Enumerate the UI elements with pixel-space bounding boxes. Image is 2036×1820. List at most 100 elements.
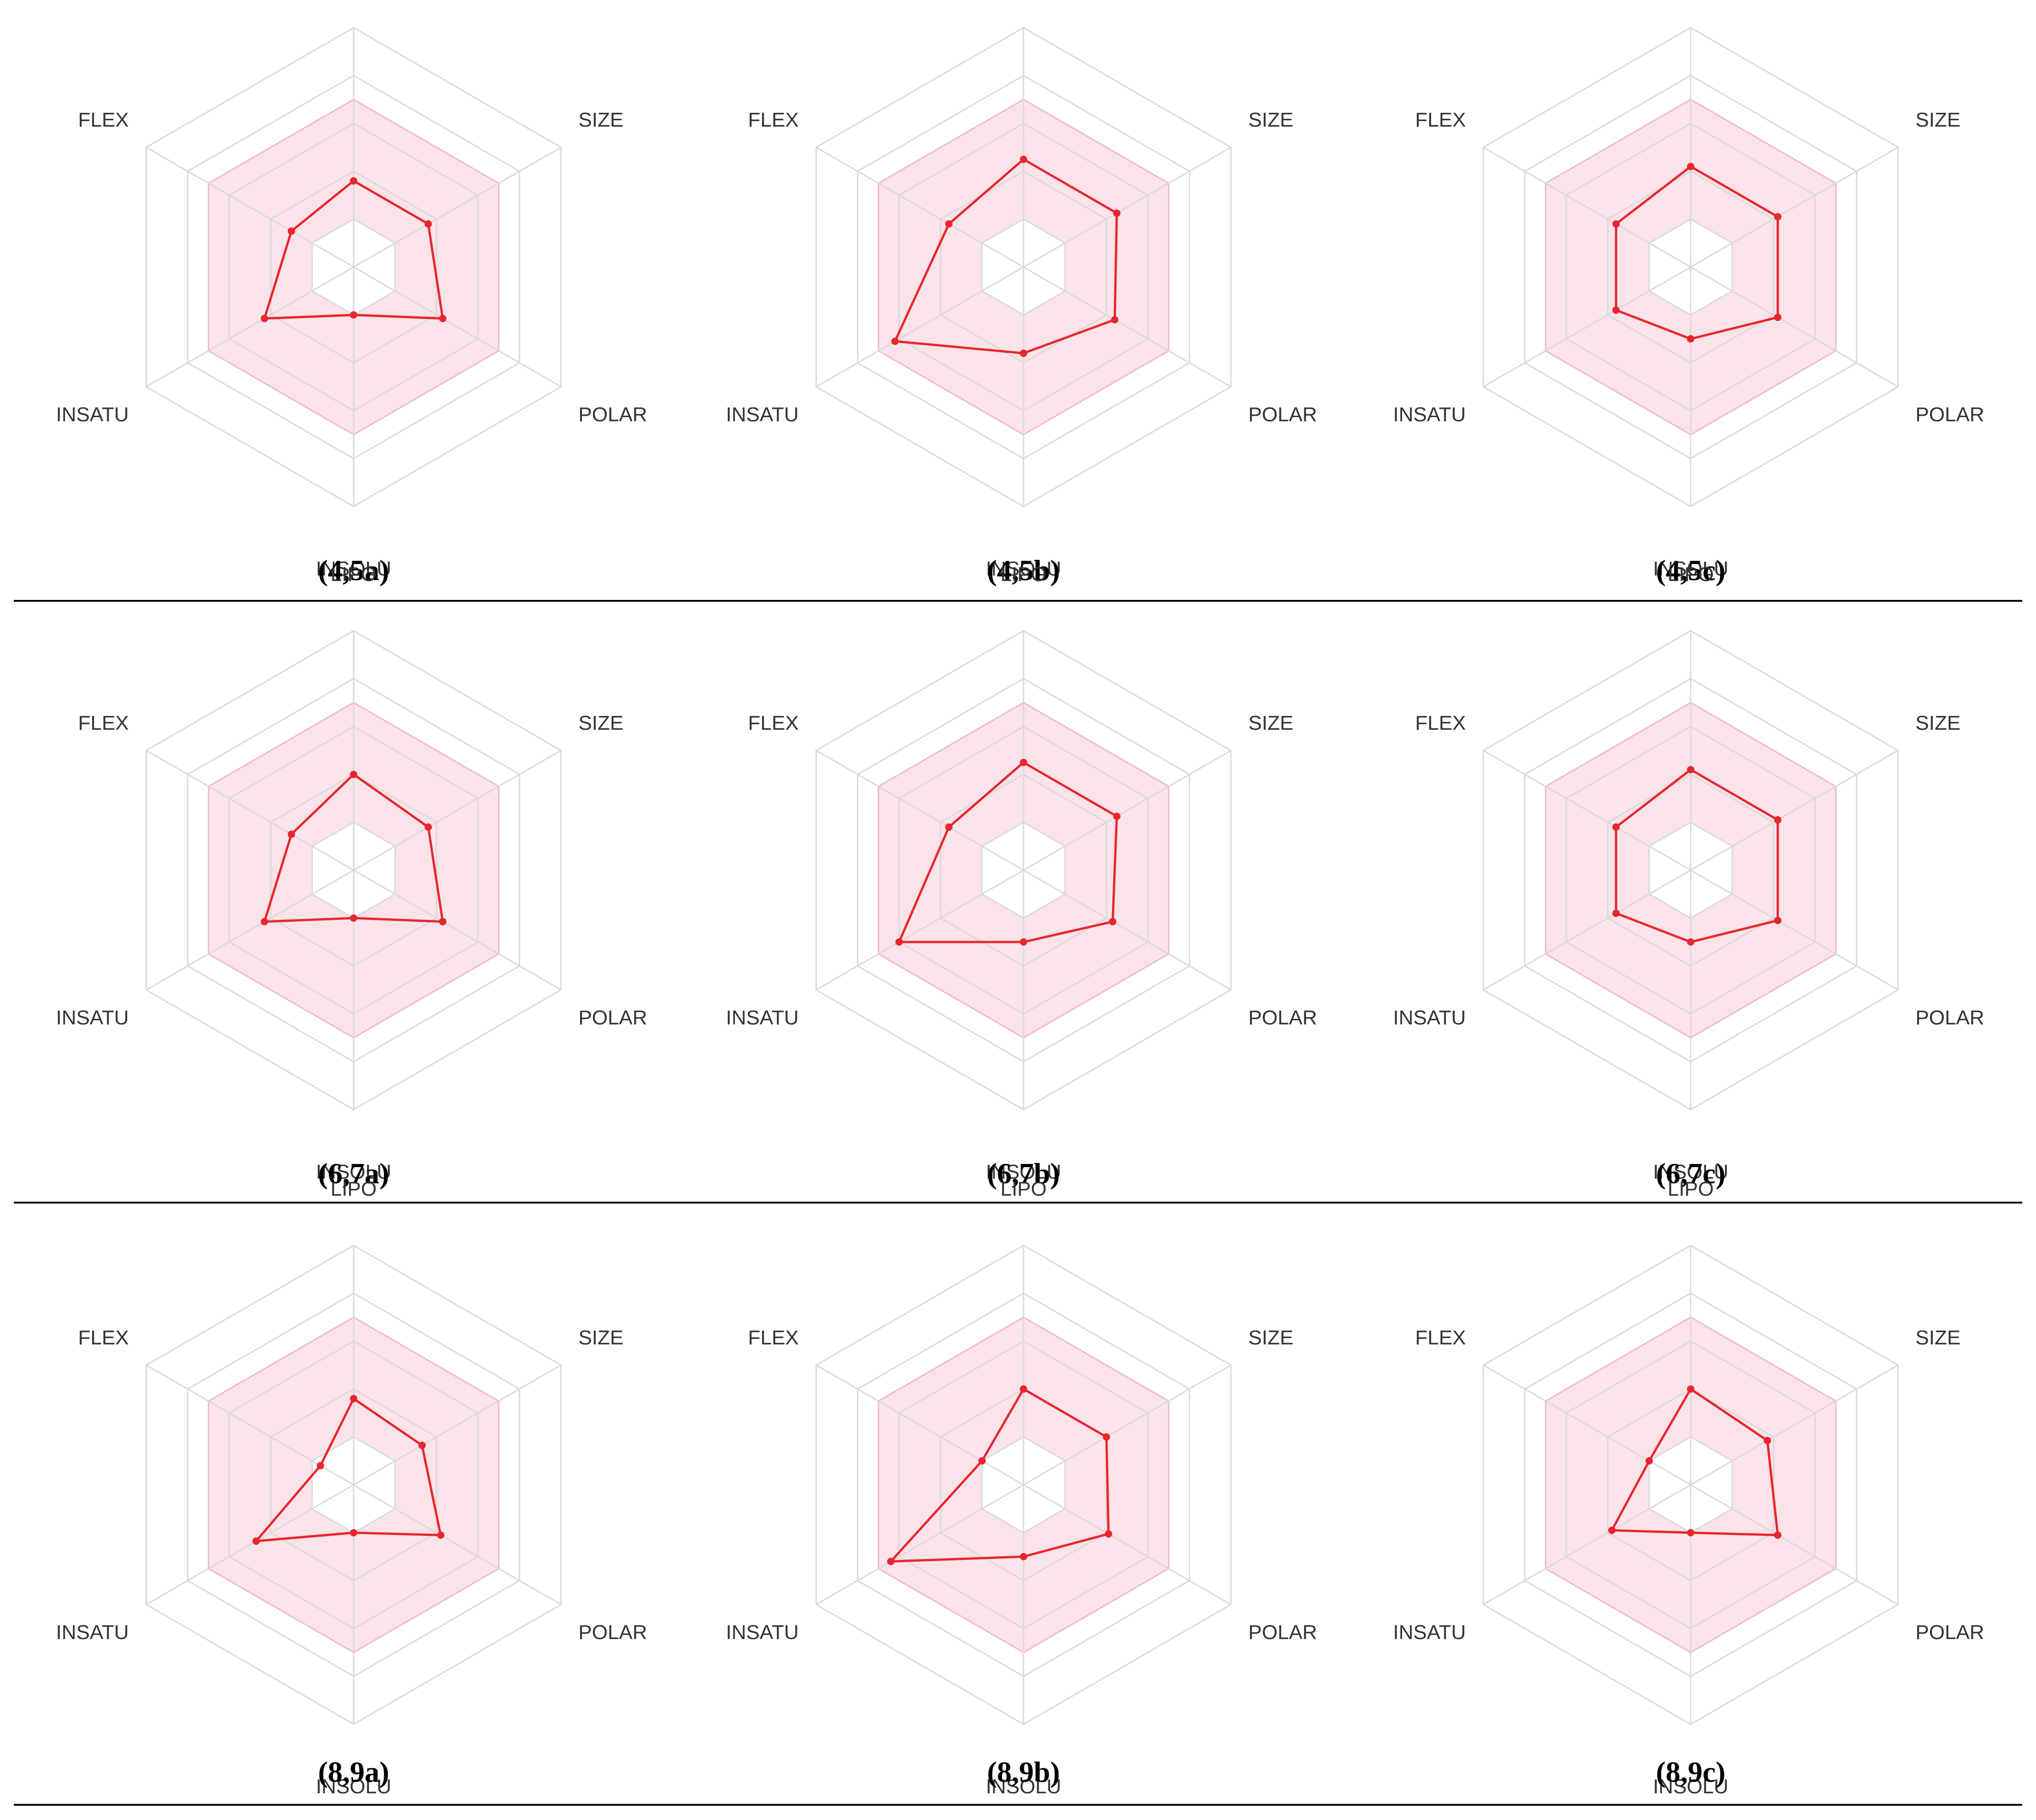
data-point-size [425,823,432,831]
data-point-size [1103,1433,1111,1441]
axis-label-insatu: INSATU [56,1006,129,1029]
axis-spoke [1023,1364,1232,1486]
data-point-size [1774,213,1782,221]
data-point-flex [945,823,953,831]
panel-caption: (8,9a) [318,1756,390,1788]
axis-label-flex: FLEX [748,1326,799,1349]
axis-label-lipo: LIPO [1668,563,1714,586]
axis-label-polar: POLAR [1915,1006,1984,1029]
optimal-range-band [878,99,1169,435]
data-point-size [425,220,432,228]
optimal-range-band [1545,1317,1836,1652]
axis-spoke [1690,266,1899,388]
axis-label-insolu: INSOLU [316,1775,391,1798]
radar-panel: LIPO SIZE POLAR INSOLU INSATU FLEX (4,5c) [1393,27,1984,587]
data-point-polar [437,1531,445,1539]
data-point-insatu [887,1558,895,1565]
axis-label-polar: POLAR [1915,403,1984,426]
axis-label-flex: FLEX [78,109,129,131]
axis-label-lipo: LIPO [1668,1178,1714,1200]
data-point-polar [1111,316,1119,324]
axis-spoke [1023,1484,1232,1605]
data-point-size [1774,816,1782,824]
panel-caption: (4,5b) [987,554,1060,587]
data-point-flex [1612,220,1620,228]
data-point-flex [316,1462,324,1470]
axis-label-insatu: INSATU [726,403,799,426]
optimal-range-band [878,703,1169,1038]
data-point-flex [287,227,295,235]
data-point-polar [1774,314,1782,321]
data-point-size [1763,1436,1771,1444]
data-point-insatu [895,938,903,946]
axis-spoke [145,750,354,871]
axis-spoke [353,146,562,268]
radar-panel: LIPO SIZE POLAR INSOLU INSATU FLEX (4,5b) [726,27,1317,587]
data-point-insatu [891,337,899,345]
axis-label-lipo: LIPO [1001,1178,1047,1200]
data-point-lipo [350,1395,357,1402]
data-point-insatu [252,1537,260,1545]
data-point-lipo [1687,1385,1694,1393]
axis-spoke [1690,750,1899,871]
axis-label-insolu: INSOLU [1653,1161,1728,1183]
axis-spoke [1483,1364,1691,1486]
optimal-range-band [878,1317,1169,1652]
data-point-insolu [1020,938,1027,946]
axis-spoke [815,146,1024,268]
data-point-lipo [1020,156,1027,163]
axis-spoke [815,266,1024,388]
radar-panel: LIPO SIZE POLAR INSOLU INSATU FLEX (6,7a) [56,563,647,1190]
axis-spoke [815,1364,1024,1486]
data-point-insolu [1687,1529,1694,1536]
axis-label-lipo: LIPO [1001,563,1047,586]
data-point-insolu [1020,1553,1027,1560]
data-point-insatu [1612,909,1620,917]
axis-spoke [1690,869,1899,991]
axis-spoke [1483,1484,1691,1605]
axis-spoke [353,869,562,991]
panel-caption: (6,7c) [1656,1157,1725,1190]
data-point-polar [1774,1531,1782,1539]
data-point-lipo [350,177,357,185]
axis-label-insolu: INSOLU [986,1775,1061,1798]
data-point-polar [439,918,447,925]
data-point-polar [1109,918,1117,925]
axis-label-insatu: INSATU [726,1006,799,1029]
radar-panel: LIPO SIZE POLAR INSOLU INSATU FLEX (8,9b) [726,1178,1317,1798]
data-point-flex [945,220,953,228]
panel-caption: (4,5c) [1656,554,1725,587]
panel-caption: (6,7a) [318,1157,390,1190]
axis-spoke [145,869,354,991]
axis-label-insolu: INSOLU [316,1161,391,1183]
data-point-insatu [261,918,268,925]
axis-label-size: SIZE [1915,712,1960,734]
axis-label-polar: POLAR [578,403,647,426]
axis-spoke [1023,750,1232,871]
axis-spoke [1483,146,1691,268]
data-point-insatu [261,314,268,322]
data-point-insolu [1687,938,1694,946]
axis-spoke [815,750,1024,871]
data-point-flex [978,1457,986,1465]
axis-label-flex: FLEX [1415,1326,1466,1349]
data-point-insatu [1612,306,1620,314]
axis-spoke [353,750,562,871]
data-point-size [418,1442,426,1449]
radar-panel: LIPO SIZE POLAR INSOLU INSATU FLEX (4,5a) [56,27,647,587]
radar-panel: LIPO SIZE POLAR INSOLU INSATU FLEX (8,9a) [56,1178,647,1798]
axis-label-size: SIZE [578,109,623,131]
data-point-insolu [350,311,357,319]
optimal-range-band [1545,703,1836,1038]
axis-label-insolu: INSOLU [986,1161,1061,1183]
axis-label-size: SIZE [1248,109,1293,131]
data-point-flex [1645,1457,1653,1465]
axis-label-polar: POLAR [1248,1621,1317,1644]
axis-spoke [145,146,354,268]
data-point-lipo [350,771,357,778]
axis-label-insatu: INSATU [1393,1006,1466,1029]
data-point-lipo [1687,766,1694,773]
axis-spoke [145,1484,354,1605]
axis-spoke [1483,750,1691,871]
